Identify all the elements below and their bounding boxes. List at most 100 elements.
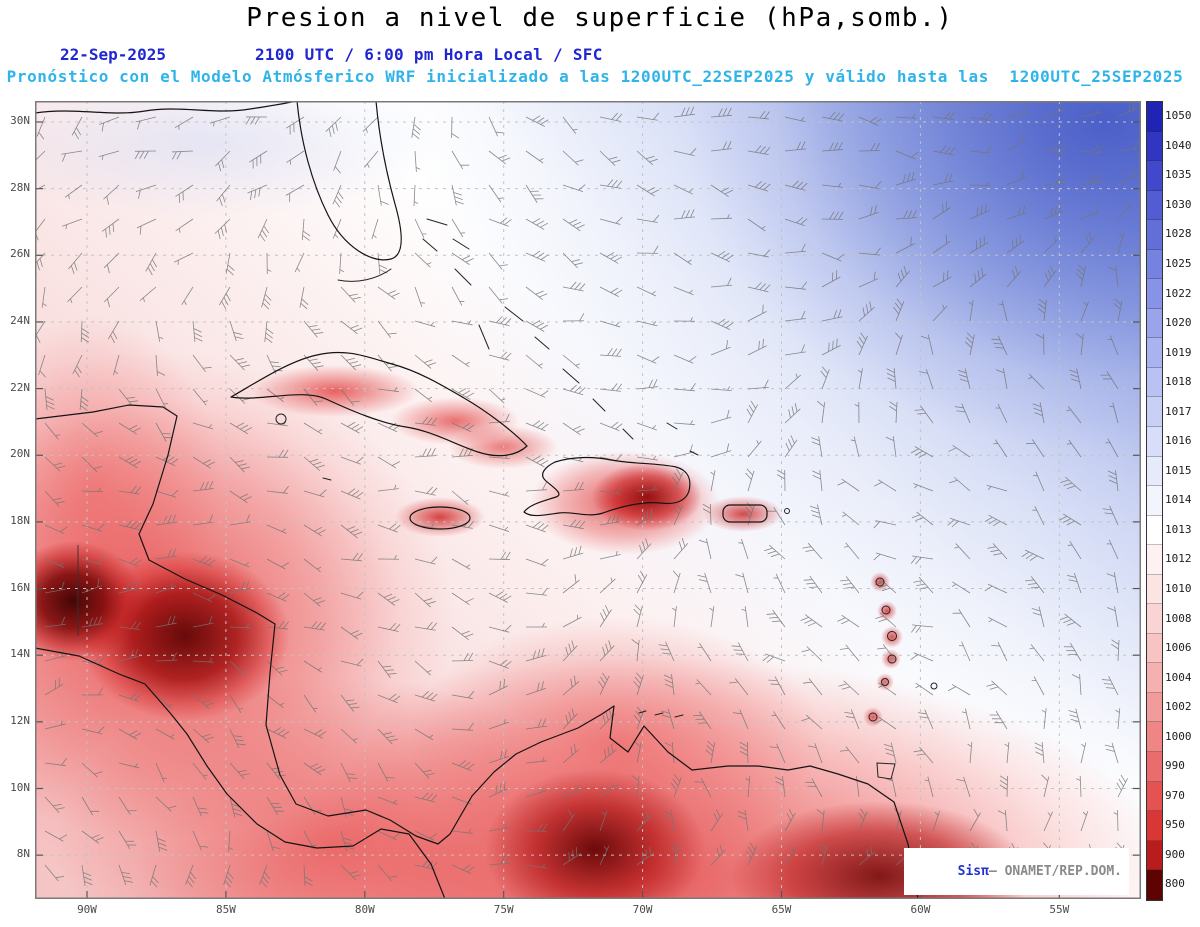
wind-barb — [1104, 742, 1119, 764]
colorbar-cell — [1147, 722, 1162, 753]
colorbar-tick-label: 800 — [1165, 877, 1185, 891]
wind-barb — [694, 778, 712, 798]
wind-barb — [488, 591, 512, 603]
wind-barb — [259, 864, 271, 888]
wind-barb — [80, 320, 90, 343]
wind-barb — [773, 573, 786, 594]
wind-barb — [932, 145, 956, 156]
wind-barb — [340, 626, 363, 640]
wind-barb — [1101, 676, 1119, 696]
wind-barb — [118, 830, 137, 850]
wind-barb — [747, 249, 771, 258]
wind-barb — [986, 680, 1008, 696]
lon-tick-label: 65W — [771, 903, 792, 916]
wind-barb — [991, 335, 1008, 356]
wind-barb — [995, 403, 1008, 424]
wind-barb — [885, 436, 897, 458]
wind-barb — [999, 775, 1008, 798]
wind-barb — [81, 616, 103, 628]
wind-barb — [873, 552, 897, 561]
wind-barb — [44, 796, 65, 813]
wind-barb — [1025, 576, 1045, 594]
wind-barb — [747, 282, 771, 293]
wind-barb — [451, 490, 469, 505]
wind-barb — [377, 387, 399, 393]
colorbar-cell — [1147, 781, 1162, 812]
wind-barb — [98, 150, 120, 160]
lat-tick-label: 28N — [10, 180, 30, 194]
wind-barb — [229, 796, 243, 818]
wind-barb — [377, 693, 401, 704]
wind-barb — [414, 660, 432, 676]
wind-barb — [118, 456, 142, 469]
coastline-isla-juventud — [275, 413, 287, 425]
wind-barb — [488, 659, 512, 669]
wind-barb — [192, 422, 214, 430]
wind-barb — [44, 864, 65, 882]
wind-barb — [229, 490, 252, 504]
wind-barb — [81, 557, 105, 566]
wind-barb — [340, 864, 362, 881]
wind-barb — [414, 286, 425, 307]
colorbar-tick-label: 1015 — [1165, 463, 1192, 477]
wind-barb — [36, 116, 46, 140]
wind-barb — [303, 524, 326, 537]
wind-barb — [964, 332, 975, 356]
wind-barb — [633, 740, 642, 764]
wind-barb — [488, 116, 505, 137]
wind-barb — [670, 842, 681, 866]
wind-barb — [264, 320, 274, 343]
wind-barb — [784, 808, 796, 832]
wind-barb — [895, 114, 917, 119]
wind-barb — [185, 864, 197, 888]
wind-barb — [562, 252, 584, 269]
wind-barb — [1043, 175, 1065, 186]
wind-barb — [1067, 540, 1082, 560]
lat-tick-label: 16N — [10, 580, 30, 594]
wind-barb — [192, 354, 212, 373]
wind-barb — [747, 218, 766, 232]
wind-barb — [488, 150, 511, 165]
wind-barb — [969, 235, 989, 254]
colorbar-tick-label: 1020 — [1165, 316, 1192, 330]
wind-barb — [266, 558, 290, 570]
colorbar-tick-label: 1025 — [1165, 257, 1192, 270]
wind-barb — [673, 252, 692, 265]
wind-barb — [747, 145, 771, 156]
colorbar-cell — [1147, 338, 1162, 368]
wind-barb — [784, 344, 806, 356]
wind-barb — [118, 692, 142, 702]
wind-barb — [181, 286, 194, 305]
wind-barb — [895, 266, 910, 288]
map-frame — [35, 101, 1141, 899]
wind-barb — [377, 728, 398, 745]
wind-barb — [38, 354, 46, 378]
wind-barb — [155, 514, 177, 526]
wind-barb — [451, 690, 475, 699]
wind-barb — [599, 550, 621, 560]
wind-barb — [229, 580, 251, 594]
wind-barb — [895, 150, 919, 160]
wind-barb — [174, 116, 194, 130]
colorbar-cell — [1147, 604, 1162, 634]
wind-barb — [664, 742, 675, 764]
wind-barb — [1043, 144, 1066, 154]
wind-barb — [192, 728, 214, 744]
wind-barb — [525, 681, 547, 696]
wind-barb — [858, 271, 879, 288]
colorbar-tick-label: 1019 — [1165, 345, 1192, 359]
wind-barb — [525, 420, 549, 432]
wind-barb — [599, 640, 615, 662]
wind-barb — [741, 606, 749, 628]
wind-barb — [44, 581, 66, 594]
wind-barb — [118, 864, 134, 885]
wind-barb — [599, 150, 621, 166]
wind-barb — [821, 252, 845, 262]
wind-barb — [910, 555, 934, 565]
wind-barb — [377, 422, 401, 433]
wind-barb — [1076, 776, 1082, 798]
wind-barb — [81, 864, 93, 886]
wind-barb — [784, 403, 801, 424]
wind-barb — [333, 150, 342, 174]
wind-barb — [889, 401, 898, 424]
